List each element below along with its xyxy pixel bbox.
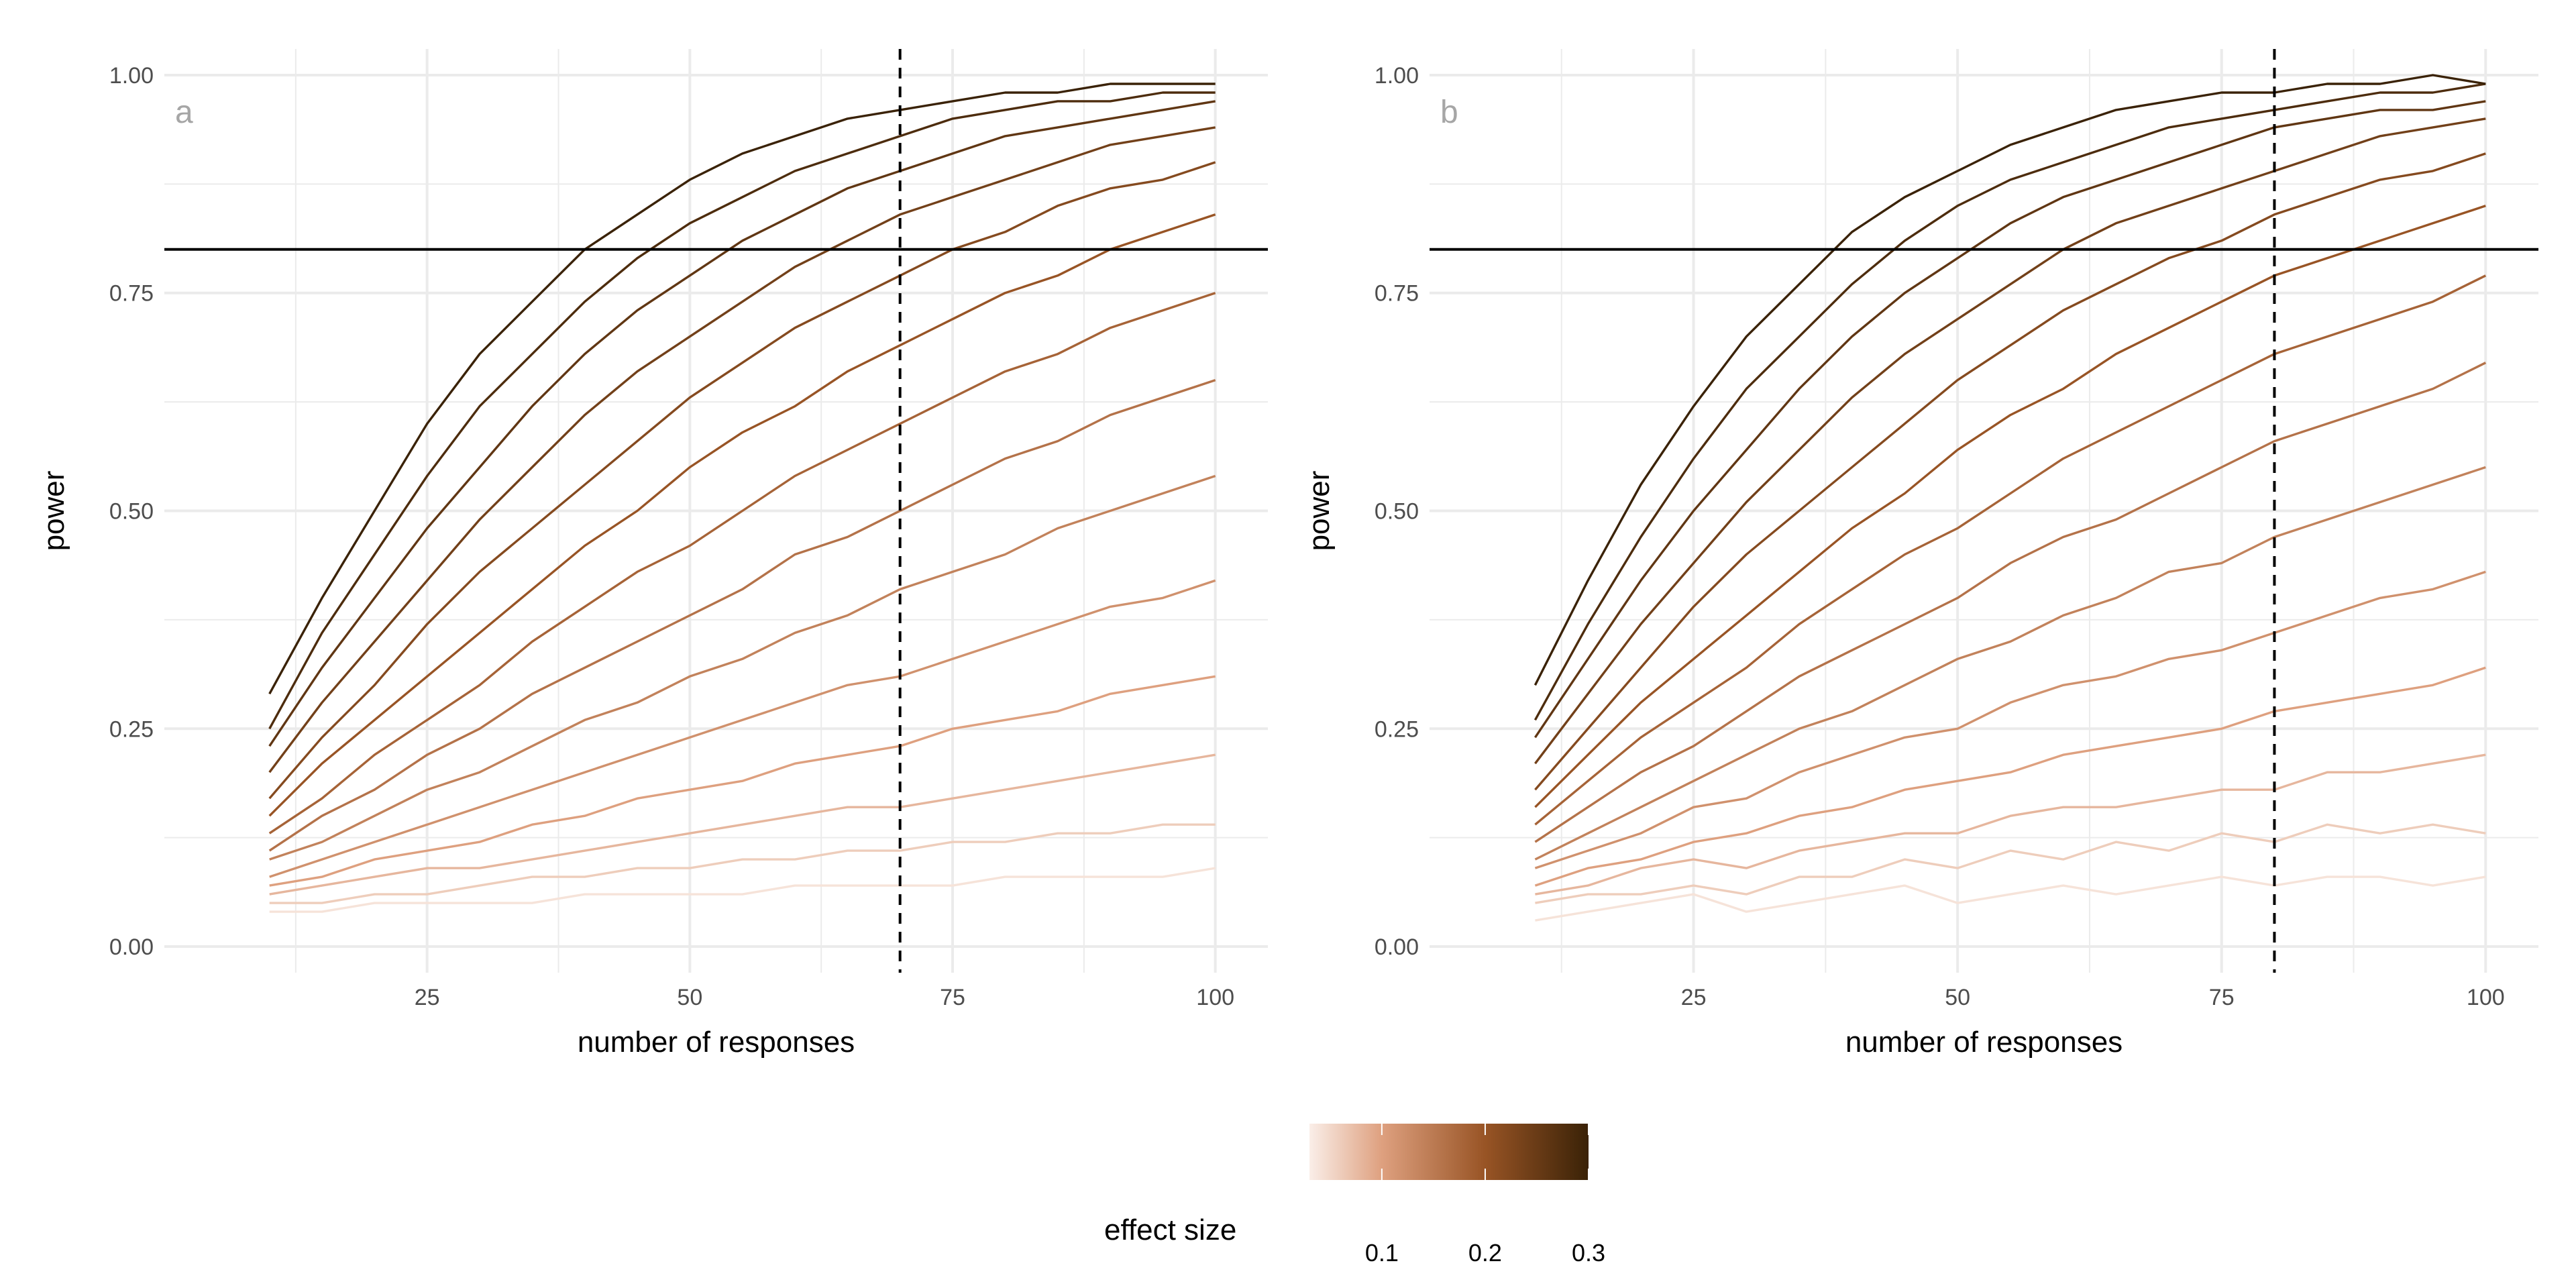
x-tick-label: 50	[677, 985, 702, 1010]
series-line-effect-0.3	[1534, 74, 2486, 686]
y-tick-label: 0.75	[109, 281, 154, 307]
y-tick-label: 0.25	[109, 716, 154, 742]
series-line-effect-0.14	[1534, 466, 2486, 861]
x-tick-label: 100	[1196, 985, 1234, 1010]
legend-title: effect size	[1104, 1214, 1236, 1246]
x-tick-label: 25	[1681, 985, 1707, 1010]
panel-tag: a	[175, 95, 193, 130]
series-line-effect-0.08	[1535, 753, 2486, 896]
series-line-effect-0.1	[269, 675, 1216, 887]
series-line-effect-0.14	[269, 474, 1216, 861]
legend-tick-label: 0.3	[1572, 1239, 1605, 1267]
series-line-effect-0.12	[1534, 570, 2486, 869]
y-axis-title: power	[1303, 471, 1336, 551]
colorbar	[1309, 1124, 1589, 1180]
series-line-effect-0.26	[268, 100, 1216, 747]
series-line-effect-0.08	[269, 753, 1216, 896]
panel-b: 25 50 75 100 0.00 0.25 0.50 0.75 1.00 b number of …	[1303, 49, 2538, 1059]
x-tick-label: 100	[2467, 985, 2505, 1010]
series-line-effect-0.28	[268, 91, 1216, 730]
x-axis-title: number of responses	[1845, 1026, 2123, 1059]
series-line-effect-0.26	[1534, 100, 2486, 739]
legend-tick-label: 0.1	[1365, 1239, 1399, 1267]
y-tick-label: 0.50	[109, 499, 154, 525]
series-line-effect-0.06	[269, 823, 1216, 904]
y-tick-label: 1.00	[109, 63, 154, 89]
series-line-effect-0.24	[1534, 117, 2486, 765]
series-line-effect-0.1	[1534, 666, 2486, 887]
series-line-effect-0.16	[268, 378, 1216, 852]
x-tick-label: 75	[940, 985, 965, 1010]
y-tick-label: 1.00	[1375, 63, 1419, 89]
y-tick-label: 0.50	[1375, 499, 1419, 525]
series-line-effect-0.16	[1534, 362, 2487, 843]
series-line-effect-0.04	[269, 867, 1216, 913]
series-line-effect-0.18	[1534, 274, 2487, 826]
panel-tag: b	[1440, 95, 1458, 130]
series-line-effect-0.3	[268, 83, 1216, 695]
x-axis-title: number of responses	[578, 1026, 855, 1059]
series-line-effect-0.06	[1535, 823, 2486, 904]
series-line-effect-0.2	[268, 213, 1216, 817]
series-line-effect-0.22	[268, 161, 1216, 800]
x-tick-label: 50	[1945, 985, 1970, 1010]
y-tick-label: 0.00	[109, 934, 154, 960]
y-tick-label: 0.75	[1375, 281, 1419, 307]
legend-tick-label: 0.2	[1468, 1239, 1502, 1267]
series-line-effect-0.18	[268, 292, 1216, 835]
series-line-effect-0.22	[1534, 152, 2486, 791]
series-line-effect-0.24	[268, 126, 1216, 773]
y-tick-label: 0.25	[1375, 716, 1419, 742]
y-axis-title: power	[38, 471, 70, 551]
y-tick-label: 0.00	[1375, 934, 1419, 960]
series-line-effect-0.12	[269, 579, 1216, 878]
x-tick-label: 25	[415, 985, 440, 1010]
x-tick-label: 75	[2209, 985, 2235, 1010]
series-line-effect-0.04	[1535, 875, 2486, 922]
series-line-effect-0.2	[1534, 205, 2486, 808]
legend: effect size 0.1 0.2 0.3	[1104, 1124, 1605, 1267]
series-line-effect-0.28	[1534, 83, 2486, 721]
panel-a: 25 50 75 100 0.00 0.25 0.50 0.75 1.00 a number of …	[38, 49, 1268, 1059]
